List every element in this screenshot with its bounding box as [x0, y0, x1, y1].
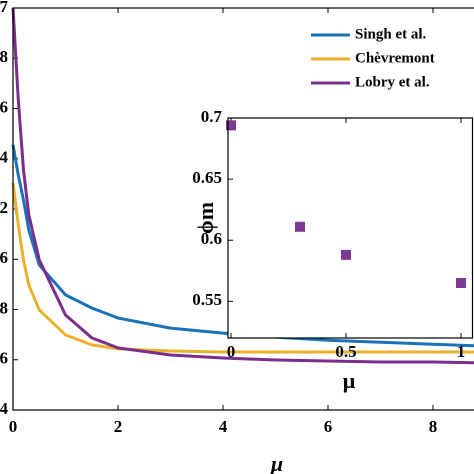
x-tick-label: 6 [324, 417, 333, 436]
legend-label: Lobry et al. [355, 74, 430, 90]
scatter-point [455, 278, 466, 288]
scatter-point [340, 249, 351, 260]
y-tick-label: 0.56 [0, 349, 8, 368]
scatter-point [225, 120, 236, 131]
y-tick-label: 0.68 [0, 47, 8, 66]
x-axis-label: μ [270, 451, 283, 474]
inset-y-axis-label: ϕm [193, 202, 218, 234]
x-tick-label: 2 [114, 417, 123, 436]
x-tick-label: 8 [429, 417, 438, 436]
inset-x-axis-label: μ [343, 368, 356, 393]
y-tick-label: 0.58 [0, 298, 8, 317]
x-tick-label: 0 [227, 342, 236, 361]
x-tick-label: 0.5 [335, 342, 356, 361]
y-tick-label: 0.55 [192, 290, 222, 309]
y-tick-label: 0.7 [0, 0, 9, 16]
x-tick-label: 1 [457, 342, 466, 361]
axes-frame [227, 117, 474, 339]
legend-label: Chèvremont [355, 50, 435, 66]
legend-label: Singh et al. [355, 26, 427, 42]
x-tick-label: 4 [219, 417, 228, 436]
y-tick-label: 0.66 [0, 97, 8, 116]
y-tick-label: 0.65 [192, 168, 222, 187]
scatter-point [294, 221, 305, 232]
y-tick-label: 0.6 [0, 248, 8, 267]
axes-frame [12, 7, 474, 411]
y-tick-label: 0.54 [0, 399, 9, 418]
plot-background [228, 118, 473, 338]
y-tick-label: 0.64 [0, 148, 9, 167]
y-tick-label: 0.62 [0, 198, 8, 217]
line-series [11, 7, 474, 365]
y-tick-label: 0.6 [201, 229, 222, 248]
y-tick-label: 0.7 [201, 107, 223, 126]
line-series [11, 144, 474, 348]
x-tick-label: 0 [9, 417, 18, 436]
